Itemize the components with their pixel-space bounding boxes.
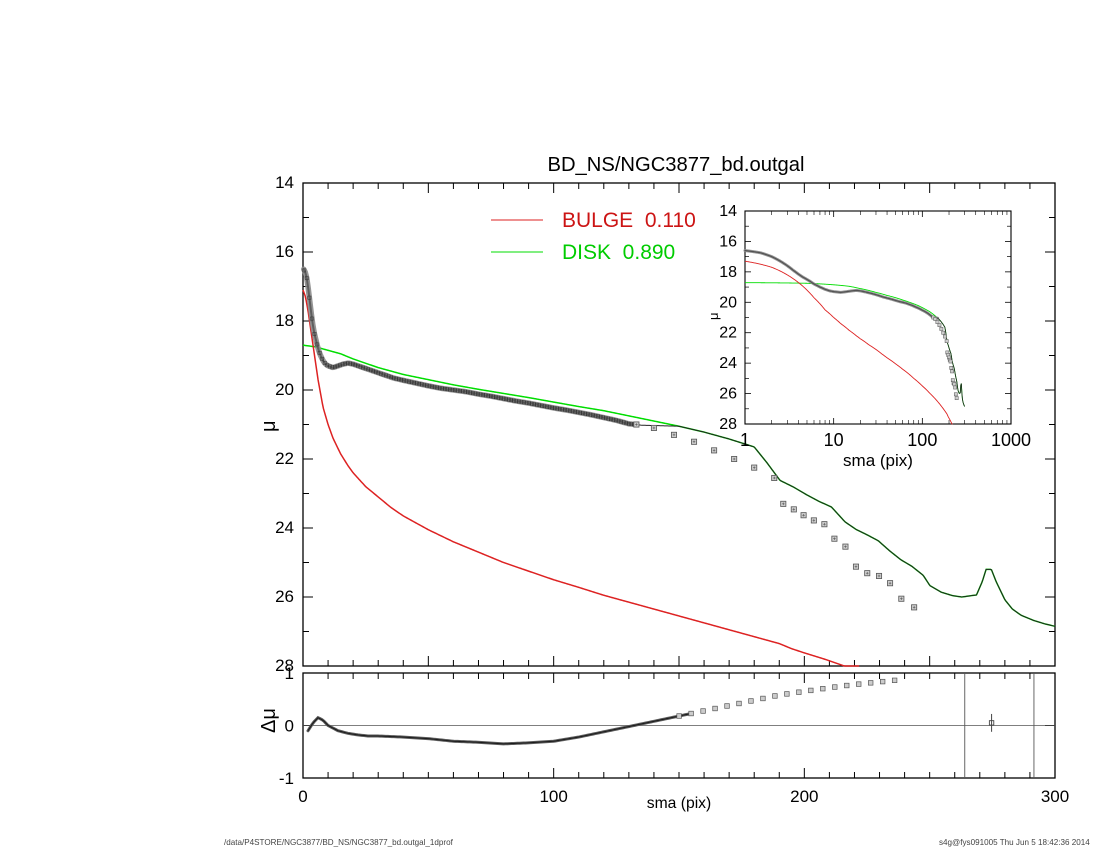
svg-text:26: 26 (719, 386, 737, 403)
svg-text:Δμ: Δμ (258, 708, 280, 733)
svg-text:1: 1 (740, 430, 750, 450)
svg-text:μ: μ (706, 313, 721, 321)
svg-text:14: 14 (719, 203, 737, 220)
svg-text:200: 200 (790, 787, 818, 806)
svg-text:26: 26 (275, 587, 294, 606)
svg-text:100: 100 (539, 787, 567, 806)
svg-text:/data/P4STORE/NGC3877/BD_NS/NG: /data/P4STORE/NGC3877/BD_NS/NGC3877_bd.o… (224, 838, 454, 847)
svg-text:14: 14 (275, 173, 294, 192)
svg-text:28: 28 (719, 416, 737, 433)
svg-text:18: 18 (719, 264, 737, 281)
svg-text:1: 1 (285, 664, 294, 683)
svg-text:BD_NS/NGC3877_bd.outgal: BD_NS/NGC3877_bd.outgal (548, 154, 805, 176)
svg-text:sma (pix): sma (pix) (843, 451, 913, 470)
svg-text:0: 0 (285, 717, 294, 736)
svg-text:18: 18 (275, 311, 294, 330)
svg-text:10: 10 (824, 430, 844, 450)
svg-text:BULGE 0.110: BULGE 0.110 (562, 209, 696, 232)
svg-text:100: 100 (907, 430, 937, 450)
svg-text:20: 20 (719, 294, 737, 311)
svg-text:24: 24 (719, 355, 737, 372)
svg-text:DISK 0.890: DISK 0.890 (562, 241, 675, 264)
svg-text:16: 16 (275, 242, 294, 261)
svg-text:20: 20 (275, 380, 294, 399)
svg-text:s4g@fys091005 Thu Jun 5 18:4: s4g@fys091005 Thu Jun 5 18:42:36 2014 (939, 838, 1090, 847)
svg-text:0: 0 (298, 787, 307, 806)
svg-text:24: 24 (275, 518, 294, 537)
svg-text:22: 22 (719, 325, 737, 342)
svg-text:sma (pix): sma (pix) (647, 795, 712, 812)
svg-text:300: 300 (1041, 787, 1069, 806)
svg-text:22: 22 (275, 449, 294, 468)
svg-text:1000: 1000 (991, 430, 1031, 450)
svg-text:-1: -1 (279, 769, 294, 788)
svg-text:16: 16 (719, 233, 737, 250)
svg-text:μ: μ (258, 420, 280, 432)
